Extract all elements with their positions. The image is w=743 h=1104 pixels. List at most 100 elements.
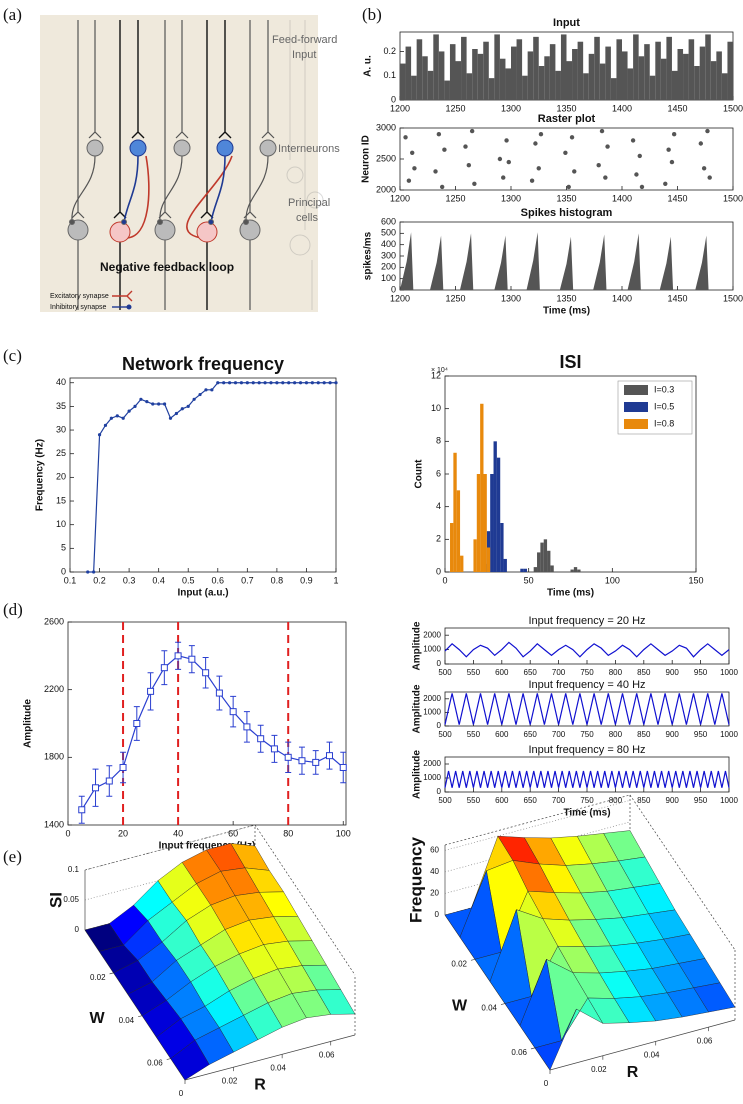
x-tick-label: 0.3 [123,575,136,585]
bar [540,542,544,572]
y-tick-label: 2000 [376,184,396,194]
bar [422,56,428,100]
inhibitory-loop [123,155,226,223]
y-tick-label: 2000 [423,630,441,639]
bar [577,569,581,572]
x-tick-label: 500 [438,796,452,805]
marker [204,388,208,392]
bar [483,41,489,100]
bar [683,53,689,100]
x-tick-label: 0.5 [182,575,195,585]
y-tick-label: 200 [381,262,396,272]
marker [243,723,251,731]
x-tick-label: 800 [609,730,623,739]
legend-swatch [624,402,648,412]
bar [523,568,527,572]
bar [427,70,434,100]
diagram-label: Principal [288,197,330,209]
point [707,175,712,180]
r-tick-label: 0.06 [319,1051,335,1060]
bar [505,68,511,100]
marker [328,381,332,385]
panel-label: (c) [3,346,22,365]
x-tick-label: 1400 [612,103,632,113]
x-tick-label: 650 [524,668,538,677]
y-tick-label: 1000 [423,708,441,717]
bar [633,34,639,100]
x-tick-label: 20 [118,828,128,838]
marker [103,423,108,427]
x-tick-label: 850 [637,796,651,805]
y-tick-label: 0 [391,284,396,294]
x-tick-label: 500 [438,668,452,677]
bar [460,555,464,572]
bar [666,36,672,100]
y-tick-label: 2600 [44,616,64,626]
w-tick-label: 0.06 [147,1059,163,1068]
x-tick-label: 1300 [501,193,521,203]
bar [490,474,494,572]
marker [239,381,244,385]
point [566,184,571,190]
y-axis-label: Count [414,459,425,489]
panel-label: (a) [3,5,22,24]
x-tick-label: 950 [694,668,708,677]
x-tick-label: 700 [552,668,566,677]
bar [677,49,684,100]
y-tick-label: 3000 [376,122,396,132]
r-tick-label: 0.02 [222,1076,238,1085]
x-tick-label: 0.9 [300,575,313,585]
y-tick-label: 30 [56,424,66,434]
w-axis-label: W [89,1010,105,1027]
marker [78,806,86,814]
y-axis-label: spikes/ms [363,231,374,280]
marker [133,404,137,408]
marker [121,416,125,420]
marker [202,669,210,677]
point [671,132,677,137]
x-tick-label: 0.4 [152,575,165,585]
x-tick-label: 650 [524,730,538,739]
marker [298,757,306,765]
bar [450,523,454,572]
x-tick-label: 100 [336,828,351,838]
x-tick-label: 0.2 [93,575,106,585]
w-tick-label: 0.04 [481,1004,497,1013]
diagram: Feed-forward Input Interneurons Principa… [40,15,340,312]
bar [599,63,606,100]
w-axis-label: W [452,998,468,1015]
point [563,150,568,155]
bar [543,539,548,572]
marker [160,664,168,672]
marker [192,397,196,401]
r-tick-label: 0.04 [270,1063,286,1072]
y-tick-label: 20 [56,472,66,482]
z-tick-label: 40 [430,867,439,876]
marker [215,689,223,697]
faded-cells [286,20,324,310]
x-tick-label: 0 [65,828,70,838]
chart-title: Spikes histogram [521,207,613,219]
y-axis-label: Frequency (Hz) [35,439,46,511]
marker [293,381,297,385]
point [410,150,415,155]
y-tick-label: 500 [381,228,396,238]
y-tick-label: 1400 [44,819,64,829]
bar [555,70,561,100]
point [412,166,417,171]
legend-label: Inhibitory synapse [50,304,107,311]
w-tick-label: 0.04 [119,1016,135,1025]
cells [67,139,277,243]
excitatory-loop [125,155,233,239]
marker [92,570,96,574]
marker [322,381,326,385]
point [669,159,675,165]
bar [721,73,728,100]
point [533,141,538,146]
x-tick-label: 1200 [390,293,410,303]
marker [298,381,303,385]
marker [233,381,238,385]
x-tick-label: 1500 [723,103,743,113]
r-axis [549,1019,736,1071]
